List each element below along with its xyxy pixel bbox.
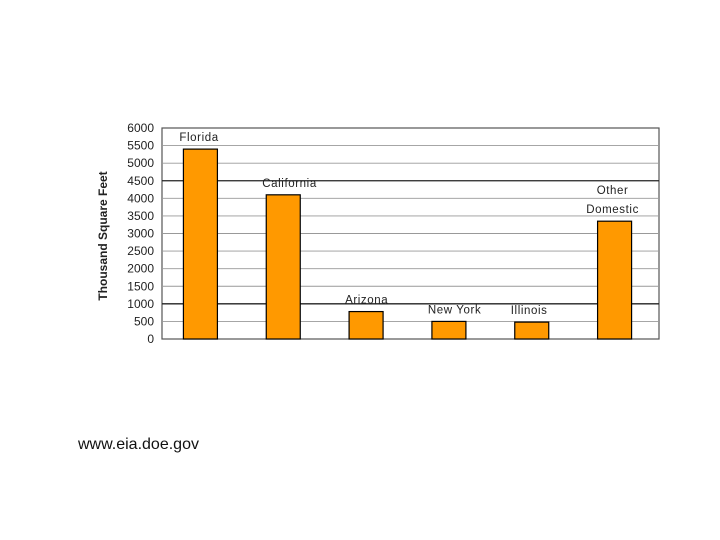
bar: [182, 148, 219, 340]
bars: [182, 148, 633, 340]
bar: [431, 320, 467, 340]
y-axis-label: Thousand Square Feet: [96, 171, 110, 300]
bar-label: Arizona: [345, 295, 388, 307]
y-tick-label: 0: [147, 332, 154, 346]
bar-label: Other: [597, 185, 629, 197]
bar: [596, 220, 633, 340]
y-tick-label: 3500: [127, 209, 154, 223]
bar-label: Florida: [179, 132, 218, 144]
source-url: www.eia.doe.gov: [78, 436, 199, 453]
bar-label: New York: [428, 304, 481, 316]
y-tick-label: 6000: [127, 121, 154, 135]
y-tick-label: 1000: [127, 297, 154, 311]
bar-labels: Florida California Arizona New York Illinois…: [179, 132, 639, 317]
y-tick-label: 5000: [127, 156, 154, 170]
bar-label: Domestic: [586, 204, 639, 216]
gridlines: [161, 127, 660, 340]
bar: [348, 310, 384, 340]
y-tick-label: 500: [134, 314, 154, 328]
bar-label: Illinois: [511, 305, 548, 317]
y-tick-label: 1500: [127, 279, 154, 293]
y-tick-label: 5500: [127, 139, 154, 153]
bar-label: California: [262, 178, 317, 190]
bar: [265, 194, 301, 340]
y-tick-label: 3000: [127, 227, 154, 241]
y-tick-label: 4500: [127, 174, 154, 188]
y-tick-labels: 0 500 1000 1500 2000 2500 3000 3500 4000 4500 5000…: [127, 121, 154, 346]
bar: [514, 321, 550, 340]
y-tick-label: 2500: [127, 244, 154, 258]
y-tick-label: 4000: [127, 191, 154, 205]
y-tick-label: 2000: [127, 262, 154, 276]
